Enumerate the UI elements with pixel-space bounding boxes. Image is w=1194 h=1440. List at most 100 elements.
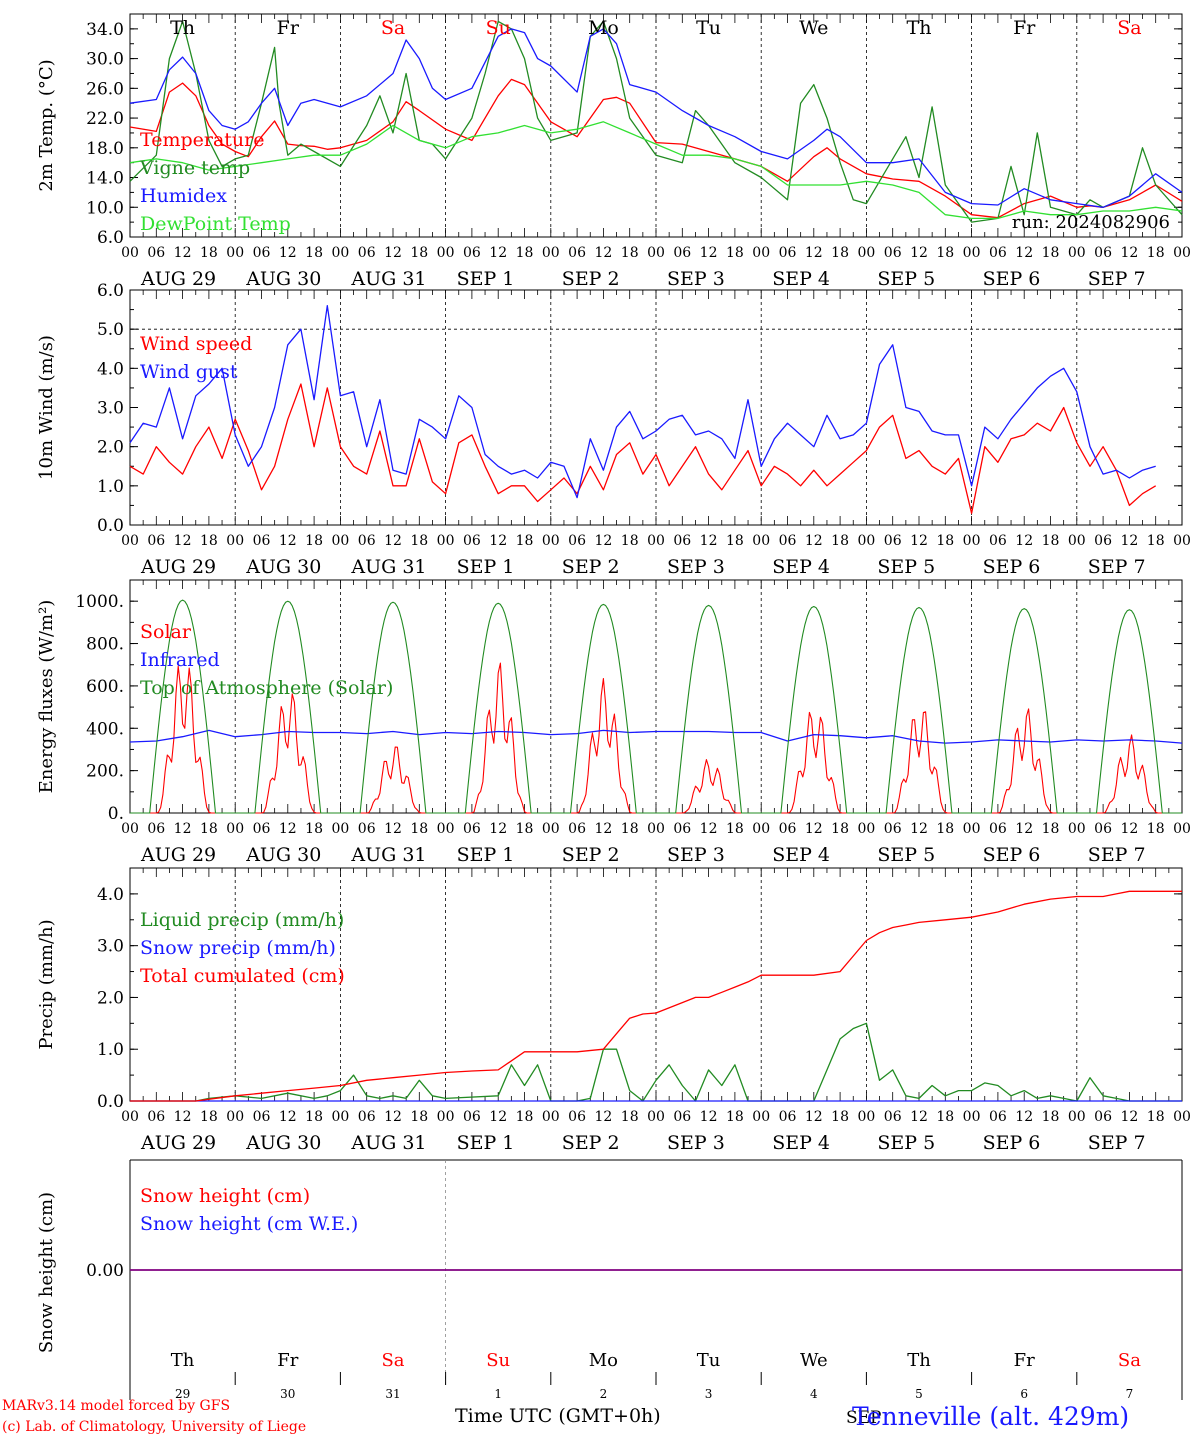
day-name: Fr — [1014, 1350, 1035, 1371]
hour-label: 06 — [884, 245, 902, 261]
y-tick-label: 18.0 — [86, 139, 124, 159]
y-tick-label: 5.0 — [97, 320, 124, 340]
hour-label: 12 — [700, 1109, 718, 1125]
series-line-blue — [129, 305, 1156, 499]
hour-label: 12 — [174, 821, 192, 837]
y-tick-label: 1000. — [75, 592, 124, 612]
hour-label: 18 — [305, 245, 323, 261]
hour-label: 00 — [226, 245, 244, 261]
stray-month-label: SEP — [846, 1408, 882, 1428]
day-number: 7 — [1126, 1387, 1134, 1401]
date-label: SEP 3 — [667, 268, 725, 290]
y-tick-label: 200. — [86, 762, 124, 782]
hour-label: 00 — [752, 245, 770, 261]
y-tick-label: 30.0 — [86, 50, 124, 70]
hour-label: 00 — [121, 821, 139, 837]
hour-label: 18 — [305, 1109, 323, 1125]
y-axis-title: 10m Wind (m/s) — [36, 335, 57, 480]
hour-label: 00 — [857, 245, 875, 261]
date-label: AUG 30 — [245, 1132, 321, 1154]
day-name: Sa — [381, 17, 405, 39]
hour-label: 06 — [568, 821, 586, 837]
hour-label: 00 — [1068, 245, 1086, 261]
hour-label: 18 — [410, 1109, 428, 1125]
date-label: SEP 4 — [772, 844, 830, 866]
legend-entry: Snow height (cm W.E.) — [140, 1213, 358, 1235]
hour-label: 06 — [253, 245, 271, 261]
hour-label: 00 — [331, 821, 349, 837]
day-name: Sa — [381, 1350, 404, 1371]
hour-label: 12 — [279, 821, 297, 837]
hour-label: 12 — [594, 245, 612, 261]
day-number: 3 — [705, 1387, 713, 1401]
hour-label: 06 — [463, 1109, 481, 1125]
y-tick-label: 1.0 — [97, 477, 124, 497]
y-tick-label: 3.0 — [97, 937, 124, 957]
hour-label: 00 — [331, 245, 349, 261]
hour-label: 00 — [226, 533, 244, 549]
hour-label: 18 — [200, 1109, 218, 1125]
hour-label: 18 — [936, 245, 954, 261]
legend-entry: Liquid precip (mm/h) — [140, 909, 344, 931]
hour-label: 06 — [147, 1109, 165, 1125]
hour-label: 06 — [147, 245, 165, 261]
y-tick-label: 0.0 — [97, 516, 124, 536]
series-line-red — [129, 78, 1183, 219]
legend-entry: Humidex — [140, 185, 227, 207]
date-label: SEP 7 — [1088, 556, 1146, 578]
hour-label: 06 — [253, 533, 271, 549]
hour-label: 18 — [831, 533, 849, 549]
hour-label: 06 — [673, 245, 691, 261]
hour-label: 06 — [673, 821, 691, 837]
hour-label: 12 — [910, 533, 928, 549]
hour-label: 00 — [1068, 821, 1086, 837]
day-name: Tu — [697, 1350, 721, 1371]
hour-label: 18 — [726, 1109, 744, 1125]
hour-label: 06 — [147, 533, 165, 549]
hour-label: 12 — [1120, 245, 1138, 261]
hour-label: 18 — [726, 245, 744, 261]
hour-label: 12 — [1120, 1109, 1138, 1125]
hour-label: 12 — [279, 1109, 297, 1125]
hour-label: 06 — [147, 821, 165, 837]
hour-label: 18 — [1042, 1109, 1060, 1125]
legend-entry: Infrared — [140, 649, 220, 671]
hour-label: 00 — [752, 533, 770, 549]
x-axis-title: Time UTC (GMT+0h) — [455, 1405, 661, 1427]
hour-label: 00 — [121, 533, 139, 549]
y-tick-label: 0. — [108, 804, 124, 824]
hour-label: 18 — [410, 533, 428, 549]
y-tick-label: 10.0 — [86, 198, 124, 218]
hour-label: 12 — [384, 533, 402, 549]
hour-label: 18 — [410, 821, 428, 837]
y-tick-label: 14.0 — [86, 169, 124, 189]
date-label: SEP 7 — [1088, 268, 1146, 290]
series-line-green — [130, 1022, 1182, 1102]
hour-label: 00 — [963, 1109, 981, 1125]
hour-label: 00 — [857, 1109, 875, 1125]
hour-label: 00 — [857, 533, 875, 549]
run-annotation: run: 2024082906 — [1012, 212, 1170, 233]
day-name: Su — [486, 1350, 510, 1371]
hour-label: 18 — [936, 533, 954, 549]
hour-label: 06 — [358, 245, 376, 261]
hour-label: 00 — [121, 245, 139, 261]
date-label: SEP 5 — [877, 844, 935, 866]
legend-entry: Wind gust — [140, 361, 238, 383]
hour-label: 18 — [516, 533, 534, 549]
date-label: SEP 3 — [667, 556, 725, 578]
legend-entry: Solar — [140, 621, 192, 643]
day-name: Su — [486, 17, 511, 39]
series-line-green — [130, 599, 1182, 814]
hour-label: 12 — [384, 245, 402, 261]
date-label: SEP 5 — [877, 268, 935, 290]
model-credit: MARv3.14 model forced by GFS — [2, 1398, 231, 1414]
y-tick-label: 3.0 — [97, 399, 124, 419]
day-number: 4 — [810, 1387, 818, 1401]
hour-label: 06 — [253, 821, 271, 837]
hour-label: 06 — [463, 821, 481, 837]
day-number: 30 — [280, 1387, 295, 1401]
hour-label: 18 — [200, 245, 218, 261]
legend-entry: Top of Atmosphere (Solar) — [140, 677, 393, 699]
hour-label: 18 — [305, 821, 323, 837]
